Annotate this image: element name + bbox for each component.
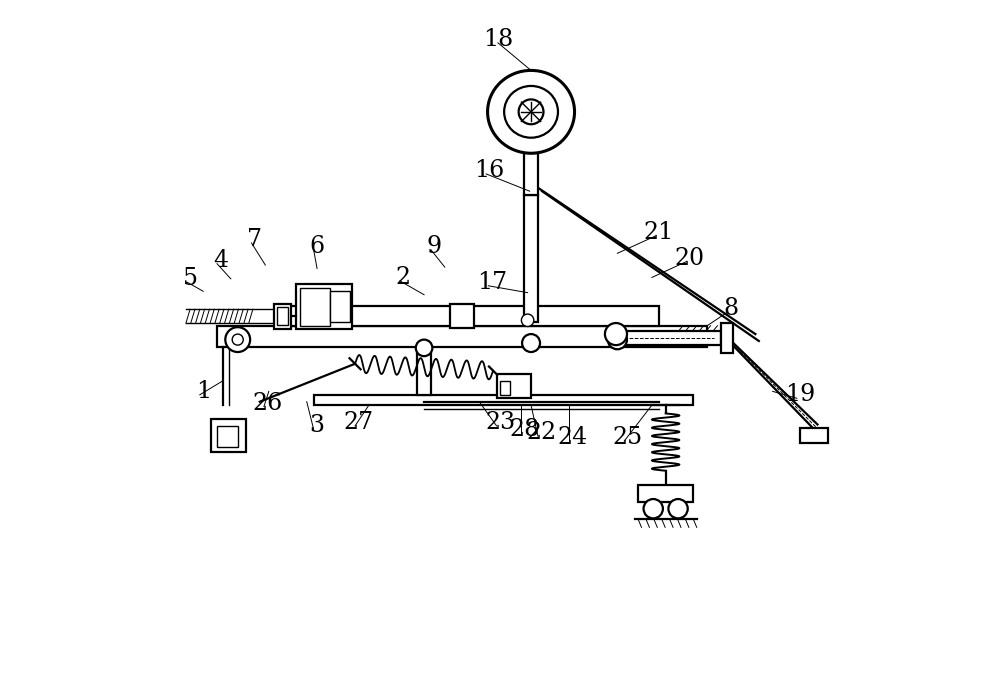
Text: 3: 3	[310, 414, 325, 437]
Circle shape	[605, 323, 627, 345]
Bar	[217, 426, 238, 446]
Text: 28: 28	[509, 418, 539, 441]
Ellipse shape	[488, 71, 575, 153]
Bar	[277, 307, 288, 325]
Bar	[217, 326, 707, 346]
Text: 7: 7	[247, 228, 262, 251]
Text: 5: 5	[183, 267, 198, 290]
Circle shape	[644, 499, 663, 518]
Text: 18: 18	[483, 28, 513, 51]
Bar	[417, 346, 431, 395]
Bar	[300, 288, 330, 326]
Circle shape	[522, 334, 540, 352]
Circle shape	[416, 340, 432, 356]
Bar	[450, 304, 474, 328]
Text: 6: 6	[310, 235, 325, 258]
Bar	[524, 195, 538, 322]
Bar	[800, 428, 828, 443]
Text: 17: 17	[477, 271, 507, 294]
Bar	[286, 306, 659, 326]
Bar	[330, 291, 350, 322]
Text: 4: 4	[213, 249, 228, 272]
Text: 23: 23	[485, 411, 515, 434]
Text: 19: 19	[785, 383, 815, 406]
Circle shape	[521, 314, 534, 326]
Text: 1: 1	[196, 380, 211, 403]
Circle shape	[608, 330, 627, 349]
Bar	[500, 381, 510, 395]
Bar	[638, 484, 693, 502]
Text: 26: 26	[252, 392, 283, 414]
Bar	[721, 323, 733, 353]
Text: 25: 25	[613, 426, 643, 449]
Text: 2: 2	[396, 266, 411, 289]
Text: 9: 9	[427, 235, 442, 258]
Circle shape	[519, 99, 543, 124]
Text: 16: 16	[475, 159, 505, 182]
Bar	[617, 331, 721, 345]
Circle shape	[225, 327, 250, 352]
Bar	[211, 419, 246, 452]
Text: 20: 20	[675, 247, 705, 270]
Bar	[314, 395, 693, 405]
Circle shape	[668, 499, 688, 518]
Bar	[524, 153, 538, 195]
Text: 24: 24	[557, 426, 588, 449]
Text: 27: 27	[343, 411, 374, 434]
Ellipse shape	[504, 86, 558, 138]
Text: 8: 8	[724, 297, 739, 320]
Bar	[296, 284, 352, 329]
Text: 21: 21	[644, 221, 674, 244]
Circle shape	[232, 334, 243, 345]
Text: 22: 22	[526, 421, 557, 444]
Bar	[497, 374, 531, 398]
Bar	[274, 304, 291, 328]
